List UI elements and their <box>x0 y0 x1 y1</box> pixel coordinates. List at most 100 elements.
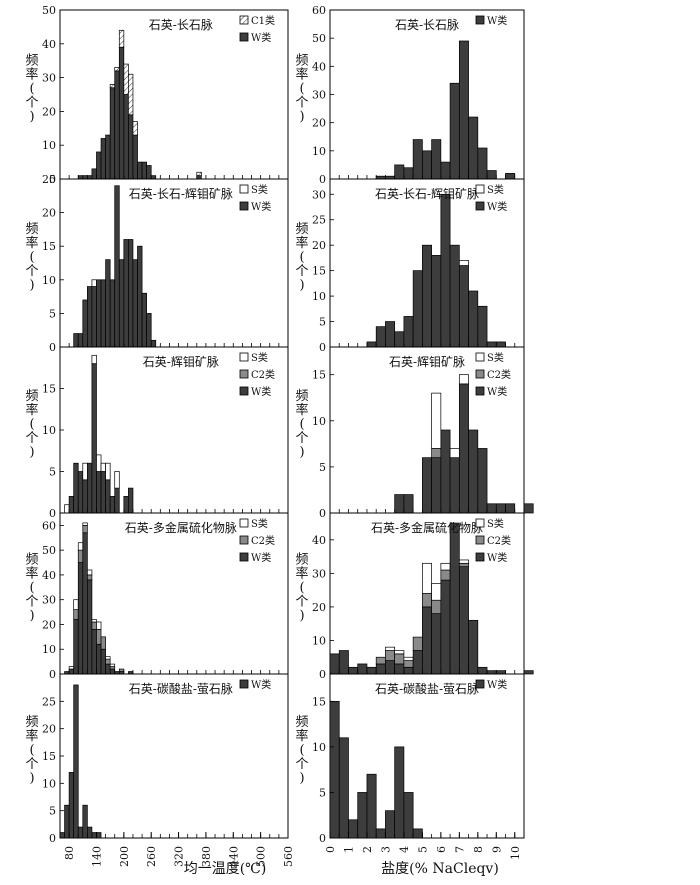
bar-W-16 <box>132 259 138 348</box>
bar-W-15 <box>468 429 479 514</box>
bar-W-4 <box>366 666 377 675</box>
bar-S-10 <box>105 656 111 660</box>
bar-S-10 <box>422 562 432 594</box>
bar-W-9 <box>100 648 106 675</box>
bar-W-17 <box>137 161 143 180</box>
legend-label-W: W类 <box>251 551 271 564</box>
bar-W-7 <box>394 164 405 180</box>
bar-W-10 <box>422 457 432 514</box>
legend-label-C2: C2类 <box>251 368 275 381</box>
legend-swatch-W <box>239 201 249 211</box>
y-tick-label: 20 <box>42 723 56 736</box>
y-tick-label: 10 <box>42 424 56 437</box>
legend-label-C1: C1类 <box>251 14 275 27</box>
legend-label-W: W类 <box>251 678 271 691</box>
legend-swatch-W <box>239 552 249 562</box>
bar-W-19 <box>505 503 516 514</box>
x-tick-label: 3 <box>379 846 392 853</box>
x-tick-label: 0 <box>324 846 337 853</box>
bar-C2-14 <box>458 562 469 568</box>
bar-S-3 <box>73 599 79 610</box>
bar-C2-7 <box>394 653 405 665</box>
bar-W-4 <box>77 333 84 348</box>
x-tick-label: 6 <box>435 846 448 853</box>
y-tick-label: 5 <box>49 307 56 320</box>
bar-C2-9 <box>100 636 106 650</box>
panel-title: 石英-多金属硫化物脉 <box>125 520 237 535</box>
bar-W-12 <box>440 193 451 348</box>
panel-left-1: 0 5 10 15 20 25 频率(个) 石英-长石-辉钼矿脉 S类 W类 <box>25 173 289 354</box>
panel-right-2: 0 5 10 15 频率(个) 石英-辉钼矿脉 S类 C2类 W类 <box>295 346 534 520</box>
y-tick-label: 10 <box>312 415 326 428</box>
y-tick-label: 0 <box>319 341 326 354</box>
bar-W-15 <box>128 487 134 514</box>
y-tick-label: 10 <box>312 290 326 303</box>
bar-W-7 <box>91 363 97 514</box>
y-axis-title: 频率(个) <box>25 389 38 460</box>
x-tick-label: 7 <box>453 846 466 853</box>
bar-W-6 <box>385 321 396 348</box>
bar-C1-30 <box>196 171 202 176</box>
y-tick-label: 25 <box>42 695 56 708</box>
bar-W-11 <box>431 255 442 348</box>
bar-C1-15 <box>128 73 134 116</box>
x-tick-label: 10 <box>509 846 522 860</box>
bar-W-30 <box>196 175 202 180</box>
legend-swatch-C2 <box>475 535 485 545</box>
bar-W-14 <box>458 265 469 348</box>
bar-W-18 <box>495 503 506 514</box>
legend-label-W: W类 <box>487 14 507 27</box>
y-tick-label: 15 <box>312 369 326 382</box>
legend-swatch-W <box>475 201 485 211</box>
bar-W-19 <box>505 173 516 180</box>
legend-swatch-S <box>239 518 249 528</box>
x-tick-label: 440 <box>227 846 240 867</box>
panel-left-0: 0 10 20 30 40 50 频率(个) 石英-长石脉 C1类 W类 <box>25 4 289 186</box>
bar-W-0 <box>329 653 340 675</box>
bar-C2-11 <box>431 599 442 614</box>
bar-W-8 <box>96 279 102 348</box>
legend-label-S: S类 <box>487 517 504 530</box>
bar-W-9 <box>412 650 423 675</box>
bar-S-12 <box>114 471 120 489</box>
bar-W-17 <box>486 670 497 675</box>
panel-right-1: 0 5 10 15 20 25 30 频率(个) 石英-长石-辉钼矿脉 S类 W类 <box>295 178 525 354</box>
bar-S-7 <box>91 279 97 287</box>
bar-W-4 <box>366 773 377 839</box>
panel-title: 石英-长石-辉钼矿脉 <box>129 186 233 201</box>
bar-W-6 <box>87 175 93 180</box>
bar-W-17 <box>486 341 497 348</box>
legend-label-W: W类 <box>487 385 507 398</box>
x-axis-title-salinity: 盐度(% NaCleqv) <box>381 861 499 877</box>
y-tick-label: 40 <box>42 38 56 51</box>
y-tick-label: 20 <box>42 618 56 631</box>
bar-W-4 <box>77 826 84 839</box>
y-tick-label: 5 <box>319 316 326 329</box>
bar-W-7 <box>394 663 405 675</box>
y-tick-label: 10 <box>42 777 56 790</box>
bar-S-7 <box>91 354 97 364</box>
y-tick-label: 15 <box>42 750 56 763</box>
bar-W-20 <box>150 339 157 348</box>
legend-label-S: S类 <box>487 183 504 196</box>
bar-W-7 <box>394 494 405 514</box>
bar-W-14 <box>123 496 129 514</box>
y-tick-label: 20 <box>312 601 326 614</box>
y-axis-title: 频率(个) <box>295 715 308 786</box>
bar-W-11 <box>431 139 442 180</box>
y-tick-label: 15 <box>42 240 56 253</box>
bar-C2-11 <box>109 666 116 670</box>
bar-W-8 <box>96 471 102 514</box>
y-tick-label: 20 <box>312 239 326 252</box>
bar-S-2 <box>68 666 75 670</box>
bar-W-18 <box>141 161 147 180</box>
bar-W-5 <box>82 804 88 839</box>
legend-label-S: S类 <box>251 183 268 196</box>
bar-C2-6 <box>385 650 396 661</box>
x-tick-label: 5 <box>416 846 429 853</box>
bar-W-7 <box>394 331 405 348</box>
bar-W-14 <box>458 383 469 514</box>
y-tick-label: 15 <box>312 695 326 708</box>
